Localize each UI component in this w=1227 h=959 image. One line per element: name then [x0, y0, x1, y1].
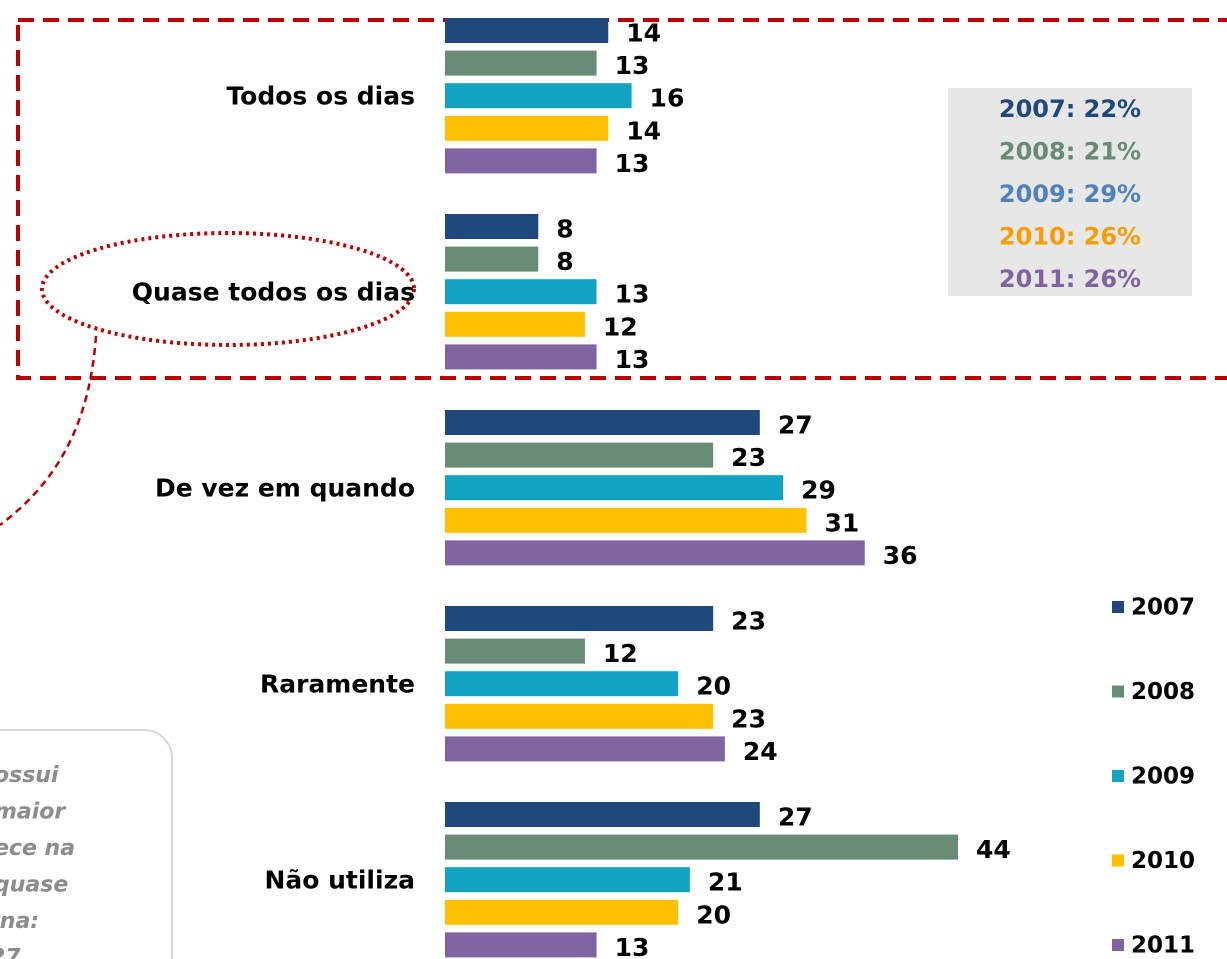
value-label: 23 [731, 607, 766, 636]
bar [445, 802, 760, 827]
note-line: ece na [0, 836, 75, 861]
bar [445, 442, 714, 468]
note-line: semana: [0, 909, 39, 934]
value-label: 44 [976, 835, 1011, 864]
annotation-line: 2010: 26% [999, 223, 1141, 251]
annotation-box [948, 88, 1192, 296]
value-label: 8 [556, 215, 573, 244]
bar [445, 83, 632, 109]
value-label: 14 [626, 116, 661, 145]
value-label: 20 [696, 672, 731, 701]
highlight-ellipse [40, 231, 416, 347]
annotation-line: 2007: 22% [999, 95, 1141, 123]
bar [445, 834, 959, 860]
bar [445, 736, 725, 762]
legend-swatch [1112, 854, 1124, 867]
value-label: 23 [731, 704, 766, 733]
value-label: 27 [778, 803, 813, 832]
note-line: ossui [0, 763, 59, 788]
value-label: 23 [731, 443, 766, 472]
bar [445, 638, 585, 664]
bar [445, 279, 597, 305]
bar [445, 246, 539, 272]
bar [445, 475, 784, 501]
legend-label: 2008 [1131, 679, 1195, 705]
legend-label: 2011 [1131, 933, 1195, 959]
annotation-line: 2008: 21% [999, 138, 1141, 166]
bar [445, 311, 585, 337]
connector [0, 335, 98, 526]
bar [445, 410, 760, 435]
value-label: 24 [743, 737, 778, 766]
annotation-line: 2009: 29% [999, 180, 1141, 208]
bar [445, 507, 807, 533]
value-label: 21 [708, 868, 743, 897]
value-label: 13 [615, 51, 650, 80]
value-label: 20 [696, 900, 731, 929]
bar [445, 899, 679, 925]
value-label: 13 [615, 933, 650, 959]
category-label: Não utiliza [264, 866, 415, 895]
category-label: De vez em quando [155, 474, 415, 503]
value-label: 36 [883, 541, 918, 570]
category-label: Todos os dias [226, 82, 415, 111]
legend-swatch [1112, 601, 1124, 613]
value-label: 12 [603, 312, 638, 341]
note-line: 27 [0, 946, 21, 959]
category-label: Raramente [260, 670, 415, 699]
legend-swatch [1112, 685, 1124, 698]
value-label: 8 [556, 247, 573, 276]
note-box [0, 729, 173, 959]
bar [445, 214, 539, 239]
bar [445, 606, 714, 631]
legend-label: 2009 [1131, 764, 1195, 790]
value-label: 13 [615, 345, 650, 374]
legend-swatch [1112, 939, 1124, 951]
value-label: 29 [801, 476, 836, 505]
note-line: maior [0, 800, 66, 825]
bar [445, 867, 690, 893]
value-label: 27 [778, 411, 813, 440]
legend-label: 2007 [1131, 595, 1195, 621]
bar [445, 50, 597, 76]
bar [445, 671, 679, 697]
bar [445, 703, 714, 729]
annotation-line: 2011: 26% [999, 265, 1141, 293]
note-line: quase [0, 873, 68, 898]
legend-swatch [1112, 770, 1124, 782]
category-label: Quase todos os dias [132, 278, 415, 307]
bar [445, 115, 609, 141]
bar [445, 932, 597, 958]
bar [445, 148, 597, 174]
bar [445, 18, 609, 43]
value-label: 16 [650, 84, 685, 113]
value-label: 13 [615, 280, 650, 309]
value-label: 12 [603, 639, 638, 668]
bar [445, 344, 597, 370]
value-label: 31 [824, 508, 859, 537]
value-label: 13 [615, 149, 650, 178]
bar [445, 540, 865, 566]
value-label: 14 [626, 19, 661, 48]
legend-label: 2010 [1131, 848, 1195, 874]
